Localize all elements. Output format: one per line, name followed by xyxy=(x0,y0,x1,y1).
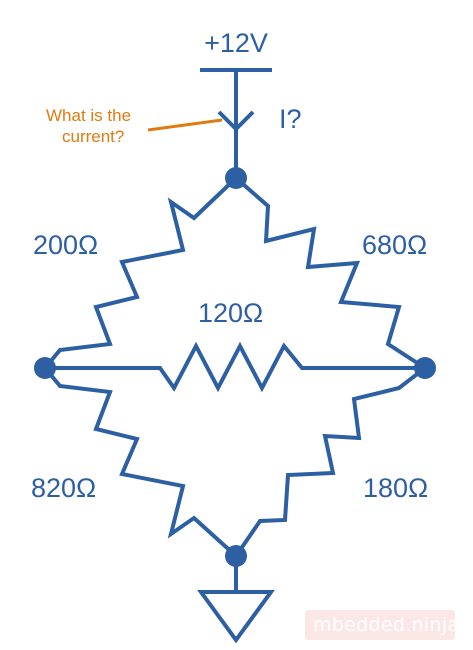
current-arrow-icon xyxy=(217,110,255,132)
resistor-120-symbol xyxy=(45,341,425,393)
supply-label: +12V xyxy=(204,28,268,58)
resistor-820-label: 820Ω xyxy=(31,473,96,503)
annotation-line-1: What is the xyxy=(46,106,131,125)
ground-icon xyxy=(197,590,275,644)
right-node xyxy=(414,357,436,379)
resistor-820-symbol xyxy=(43,366,238,558)
resistor-680-symbol xyxy=(234,176,427,370)
current-label: I? xyxy=(279,104,302,134)
watermark-text: mbedded.ninja xyxy=(313,614,460,636)
top-node xyxy=(225,167,247,189)
resistor-180-symbol xyxy=(234,366,427,558)
watermark: mbedded.ninja xyxy=(305,610,460,640)
bottom-node xyxy=(225,545,247,567)
resistor-180-label: 180Ω xyxy=(363,473,428,503)
left-node xyxy=(34,357,56,379)
resistor-680-label: 680Ω xyxy=(362,230,427,260)
resistor-120-label: 120Ω xyxy=(198,298,263,328)
annotation-line-2: current? xyxy=(62,127,124,146)
resistor-200-symbol xyxy=(43,176,238,370)
annotation-pointer xyxy=(147,118,223,132)
resistor-200-label: 200Ω xyxy=(33,230,98,260)
